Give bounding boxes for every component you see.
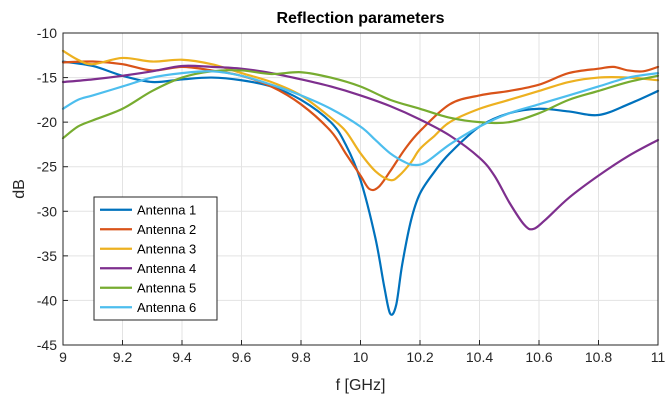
x-tick-label: 10.8 <box>585 349 612 365</box>
x-tick-label: 9.6 <box>232 349 252 365</box>
x-tick-label: 10.2 <box>406 349 433 365</box>
series-line-4 <box>61 64 660 231</box>
x-tick-label: 11 <box>651 349 666 365</box>
y-tick-label: -15 <box>37 70 57 86</box>
x-tick-label: 10.4 <box>466 349 493 365</box>
y-tick-label: -35 <box>37 248 57 264</box>
y-tick-label: -30 <box>37 203 57 219</box>
y-tick-label: -10 <box>37 25 57 41</box>
y-axis-ticks: -10 -15 -20 -25 -30 -35 -40 -45 <box>37 25 68 353</box>
y-axis-label: dB <box>11 179 28 199</box>
x-tick-label: 10 <box>353 349 369 365</box>
series-lines <box>61 49 660 316</box>
legend-label-4: Antenna 4 <box>137 261 196 276</box>
legend-box <box>93 196 218 321</box>
y-tick-label: -45 <box>37 337 57 353</box>
y-tick-label: -40 <box>37 292 57 308</box>
x-tick-label: 9.4 <box>172 349 192 365</box>
chart-title: Reflection parameters <box>276 10 444 27</box>
x-tick-label: 9 <box>59 349 67 365</box>
x-tick-label: 10.6 <box>525 349 552 365</box>
legend: Antenna 1 Antenna 2 Antenna 3 Antenna 4 Ante… <box>93 196 218 321</box>
legend-label-2: Antenna 2 <box>137 222 196 237</box>
series-line-5 <box>61 69 660 140</box>
series-line-6 <box>61 70 660 167</box>
series-line-3 <box>61 49 660 182</box>
y-tick-label: -20 <box>37 114 57 130</box>
legend-label-3: Antenna 3 <box>137 241 196 256</box>
series-line-2 <box>61 60 660 192</box>
x-tick-label: 9.2 <box>113 349 133 365</box>
legend-label-5: Antenna 5 <box>137 280 196 295</box>
legend-label-6: Antenna 6 <box>137 300 196 315</box>
x-axis-ticks: 9 9.2 9.4 9.6 9.8 10 10.2 10.4 10.6 10.8 11 <box>59 340 665 365</box>
x-tick-label: 9.8 <box>291 349 311 365</box>
series-line-1 <box>61 60 660 316</box>
legend-label-1: Antenna 1 <box>137 202 196 217</box>
x-axis-label: f [GHz] <box>336 377 386 394</box>
y-tick-label: -25 <box>37 159 57 175</box>
